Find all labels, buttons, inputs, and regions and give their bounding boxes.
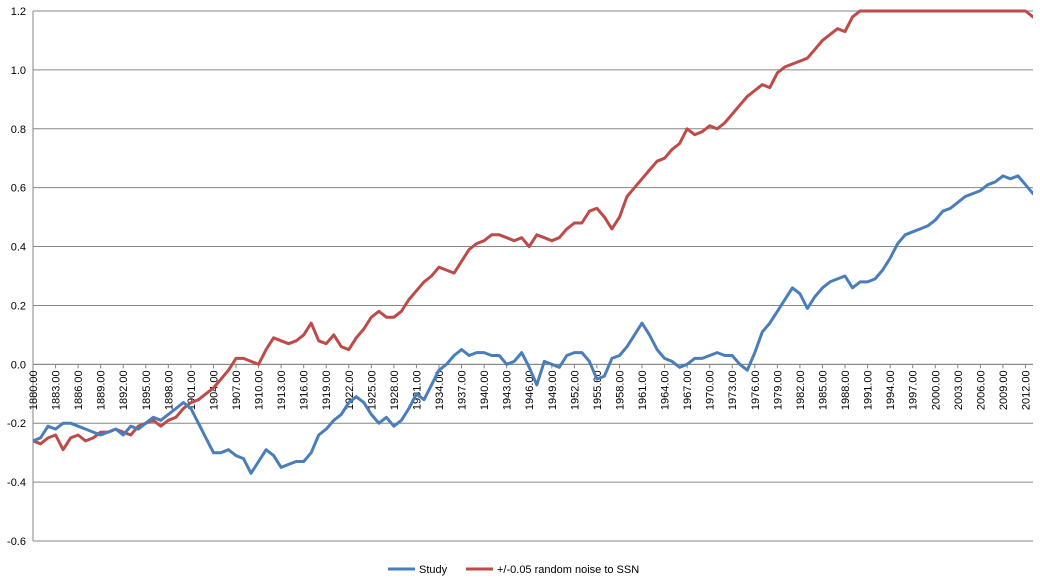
x-tick-label: 1925.00: [366, 370, 378, 410]
x-tick-label: 2009.00: [998, 370, 1010, 410]
x-tick-label: 1928.00: [389, 370, 401, 410]
x-tick-label: 1940.00: [479, 370, 491, 410]
x-tick-label: 1997.00: [908, 370, 920, 410]
x-tick-label: 1973.00: [727, 370, 739, 410]
y-tick-label: 0.6: [11, 183, 26, 195]
x-tick-label: 1967.00: [682, 370, 694, 410]
x-tick-label: 1964.00: [660, 370, 672, 410]
legend-label-study: Study: [419, 564, 448, 576]
x-tick-label: 1880.00: [28, 370, 40, 410]
x-tick-label: 1913.00: [276, 370, 288, 410]
x-tick-label: 1898.00: [163, 370, 175, 410]
x-tick-label: 1937.00: [457, 370, 469, 410]
x-tick-label: 1889.00: [96, 370, 108, 410]
x-axis: 1880.00 1883.00 1886.00 1889.00 1892.00 1895.…: [28, 363, 1033, 410]
x-tick-label: 1934.00: [434, 370, 446, 410]
x-tick-label: 1985.00: [817, 370, 829, 410]
x-tick-label: 1943.00: [502, 370, 514, 410]
x-tick-label: 1982.00: [795, 370, 807, 410]
x-tick-label: 1886.00: [73, 370, 85, 410]
x-tick-label: 1883.00: [51, 370, 63, 410]
x-tick-label: 1979.00: [772, 370, 784, 410]
y-tick-label: 1.2: [11, 6, 26, 18]
x-tick-label: 1988.00: [840, 370, 852, 410]
x-tick-label: 1994.00: [885, 370, 897, 410]
x-tick-label: 1904.00: [208, 370, 220, 410]
y-tick-label: 0.0: [11, 359, 26, 371]
x-tick-label: 1991.00: [863, 370, 875, 410]
x-tick-label: 1910.00: [254, 370, 266, 410]
y-tick-label: 1.0: [11, 65, 26, 77]
x-tick-label: 2003.00: [953, 370, 965, 410]
x-tick-label: 1970.00: [705, 370, 717, 410]
x-tick-label: 1916.00: [299, 370, 311, 410]
y-tick-label: -0.6: [7, 536, 26, 548]
x-tick-label: 2012.00: [1020, 370, 1032, 410]
x-tick-label: 1892.00: [118, 370, 130, 410]
x-tick-label: 2006.00: [975, 370, 987, 410]
x-tick-label: 1931.00: [411, 370, 423, 410]
legend: Study +/-0.05 random noise to SSN: [388, 564, 639, 576]
x-tick-label: 1919.00: [321, 370, 333, 410]
x-tick-label: 2000.00: [930, 370, 942, 410]
y-axis: 1.2 1.0 0.8 0.6 0.4 0.2 0.0 -0.2 -0.4 -0.6: [7, 6, 34, 548]
x-tick-label: 1961.00: [637, 370, 649, 410]
y-tick-label: 0.8: [11, 124, 26, 136]
series-line-study: [33, 174, 1033, 475]
y-tick-label: -0.2: [7, 418, 26, 430]
x-tick-label: 1922.00: [344, 370, 356, 410]
series-line-noise: [33, 9, 1033, 452]
y-tick-label: -0.4: [7, 477, 26, 489]
x-tick-label: 1958.00: [614, 370, 626, 410]
gridlines: [33, 10, 1033, 542]
y-tick-label: 0.4: [11, 242, 26, 254]
x-tick-label: 1895.00: [141, 370, 153, 410]
x-tick-label: 1907.00: [231, 370, 243, 410]
series-group: [33, 9, 1033, 475]
y-tick-label: 0.2: [11, 300, 26, 312]
x-tick-label: 1952.00: [569, 370, 581, 410]
x-tick-label: 1976.00: [750, 370, 762, 410]
x-tick-label: 1955.00: [592, 370, 604, 410]
legend-label-noise: +/-0.05 random noise to SSN: [497, 564, 639, 576]
x-tick-label: 1949.00: [547, 370, 559, 410]
